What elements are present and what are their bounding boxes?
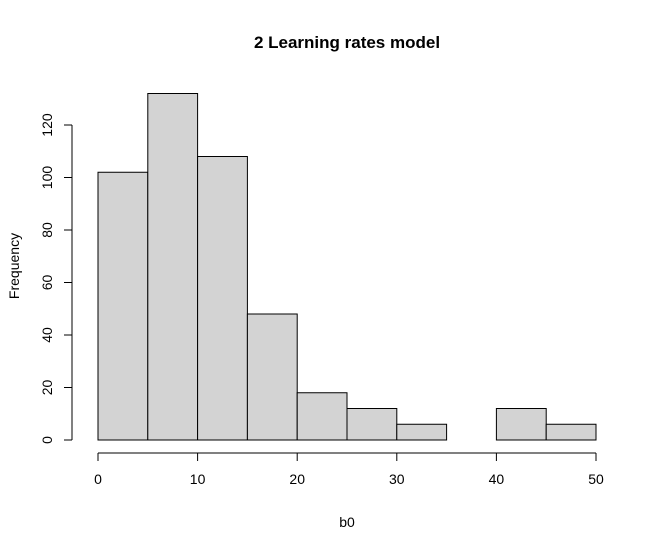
x-axis-label: b0 xyxy=(339,514,355,530)
y-tick-label: 120 xyxy=(39,113,55,137)
chart-title: 2 Learning rates model xyxy=(254,33,440,52)
y-tick-label: 80 xyxy=(39,222,55,238)
histogram-bar xyxy=(197,156,248,441)
x-tick-label: 10 xyxy=(190,471,206,487)
y-tick-label: 20 xyxy=(39,380,55,396)
histogram-bar xyxy=(246,313,298,441)
y-axis: 0 20 40 60 80 100 120 xyxy=(39,113,73,444)
x-tick-label: 0 xyxy=(94,471,102,487)
y-tick-label: 60 xyxy=(39,275,55,291)
x-tick-label: 50 xyxy=(588,471,604,487)
histogram-bar xyxy=(495,408,547,441)
x-tick-label: 30 xyxy=(389,471,405,487)
x-tick-label: 20 xyxy=(289,471,305,487)
y-tick-label: 100 xyxy=(39,166,55,190)
y-tick-label: 0 xyxy=(39,436,55,444)
x-tick-label: 40 xyxy=(489,471,505,487)
histogram-bar xyxy=(346,408,398,441)
bars-group xyxy=(97,93,597,441)
histogram-bar xyxy=(147,93,199,441)
x-axis: 0 10 20 30 40 50 xyxy=(94,452,604,487)
histogram-bar xyxy=(97,171,149,441)
histogram-bar xyxy=(545,423,597,441)
histogram-bar xyxy=(396,423,448,441)
histogram-bar xyxy=(296,392,348,441)
y-axis-label: Frequency xyxy=(6,233,22,299)
y-tick-label: 40 xyxy=(39,327,55,343)
